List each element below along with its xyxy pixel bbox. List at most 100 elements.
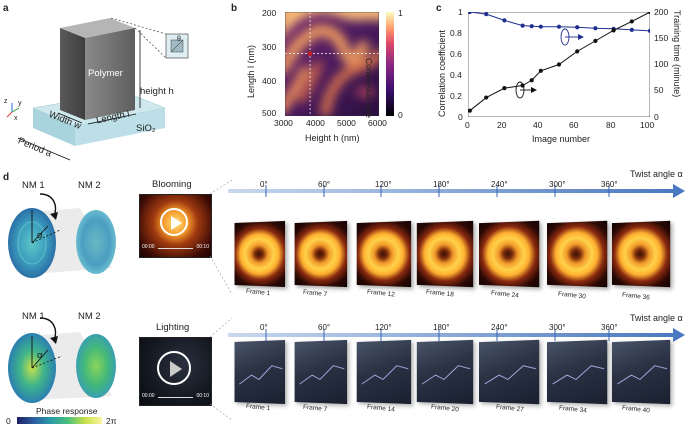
training-time-point-7: [575, 49, 580, 54]
c-ytick-right-150: 150: [654, 33, 669, 43]
row1-title: Blooming: [152, 179, 192, 190]
lightning-frame-6: [547, 339, 608, 405]
angle-360-row2: 360°: [601, 323, 618, 332]
lightning-frame-3: [356, 339, 412, 405]
correlation-point-4: [529, 24, 534, 29]
correlation-point-3: [520, 23, 525, 28]
c-ytick-left-0: 0: [458, 112, 463, 122]
training-time-point-2: [502, 86, 507, 91]
panel-label-d: d: [3, 172, 10, 183]
c-ytick-right-100: 100: [654, 59, 669, 69]
frame-label-row2-6: Frame 34: [558, 404, 588, 415]
frame-label-row2-1: Frame 1: [245, 402, 271, 413]
frame-label-row1-6: Frame 30: [557, 290, 587, 301]
angle-180-row1: 180°: [433, 180, 450, 189]
alpha-label-row1: α: [37, 230, 43, 241]
lightning-bolt-icon: [357, 340, 411, 404]
training-time-point-9: [611, 28, 616, 33]
c-ytick-right-0: 0: [654, 112, 659, 122]
lightning-frame-1: [234, 339, 286, 405]
flower-frame-1: [234, 220, 286, 288]
c-xtick-0: 0: [465, 120, 470, 130]
training-chart: [468, 12, 650, 117]
video-time-end: 00:10: [196, 244, 209, 250]
correlation-point-10: [629, 27, 634, 32]
row2-title: Lighting: [156, 322, 190, 333]
c-xtick-100: 100: [640, 120, 655, 130]
conversion-heatmap: ★: [285, 12, 379, 116]
series-line-training-time: [469, 12, 650, 112]
phase-max: 2π: [106, 416, 117, 426]
c-ytick-left-1: 1: [458, 7, 463, 17]
b-ylabel: Length l (nm): [246, 44, 256, 98]
frame-label-row1-1: Frame 1: [245, 287, 271, 298]
lightning-bolt-icon: [417, 340, 473, 404]
play-icon: [171, 216, 182, 230]
lightning-bolt-icon: [295, 340, 347, 404]
polymer-side: [85, 28, 135, 120]
c-xtick-60: 60: [569, 120, 579, 130]
angle-0-row2: 0°: [260, 323, 268, 332]
correlation-point-0: [468, 12, 472, 15]
axis-x-label: x: [14, 115, 18, 122]
polymer-front: [60, 28, 85, 120]
correlation-point-2: [502, 18, 507, 23]
b-xtick-5000: 5000: [337, 118, 356, 128]
flower-frame-4: [416, 220, 474, 288]
frame-label-row1-4: Frame 18: [425, 288, 455, 299]
b-ytick-400: 400: [262, 76, 277, 86]
angle-60-row2: 60°: [318, 323, 331, 332]
play-button[interactable]: [160, 208, 188, 236]
frame-label-row1-7: Frame 36: [621, 291, 651, 302]
frame-label-row2-2: Frame 7: [302, 403, 328, 414]
flower-frame-6: [547, 220, 608, 288]
flower-frame-7: [611, 220, 671, 288]
metasurface-pair-row2: [8, 317, 116, 403]
c-ytick-left-0.4: 0.4: [450, 70, 462, 80]
b-ytick-300: 300: [262, 42, 277, 52]
lighting-video[interactable]: 00:00 00:10: [139, 337, 212, 406]
angle-360-row1: 360°: [601, 180, 618, 189]
polymer-label: Polymer: [88, 68, 123, 79]
correlation-point-6: [556, 24, 562, 29]
colorbar-max: 1: [398, 8, 403, 18]
b-xtick-4000: 4000: [306, 118, 325, 128]
frame-label-row1-2: Frame 7: [302, 288, 328, 299]
panel-label-b: b: [231, 3, 238, 14]
lightning-frame-2: [294, 339, 348, 405]
frame-label-row1-3: Frame 12: [366, 288, 396, 299]
video-progress-bar[interactable]: [158, 397, 193, 398]
blooming-video[interactable]: 00:00 00:10: [139, 194, 212, 258]
nm2-label-row1: NM 2: [78, 180, 101, 191]
alpha-label-row2: α: [37, 350, 43, 361]
substrate-side: [75, 108, 165, 146]
frame-label-row1-5: Frame 24: [490, 289, 520, 300]
lightning-bolt-icon: [479, 340, 539, 404]
correlation-point-8: [593, 26, 598, 31]
play-button[interactable]: [157, 351, 191, 385]
angle-240-row2: 240°: [491, 323, 508, 332]
correlation-point-1: [484, 12, 489, 17]
frame-label-row2-5: Frame 27: [495, 403, 525, 414]
c-ytick-left-0.6: 0.6: [450, 49, 462, 59]
video-time-start: 00:00: [142, 244, 155, 250]
metasurface-pair-row1: [8, 193, 116, 278]
twist-axis-row1: [228, 184, 685, 198]
angle-300-row1: 300°: [549, 180, 566, 189]
angle-0-row1: 0°: [260, 180, 268, 189]
optimum-marker: ★: [306, 49, 314, 59]
b-xlabel: Height h (nm): [305, 133, 360, 143]
angle-120-row2: 120°: [375, 323, 392, 332]
phase-colorbar: [17, 417, 102, 424]
training-time-point-4: [529, 78, 534, 83]
unit-cell-illustration: [6, 17, 189, 161]
lightning-bolt-icon: [612, 340, 670, 404]
colorbar: [386, 12, 394, 116]
video-time-end: 00:10: [196, 393, 209, 399]
c-ylabel-left: Correlation coefficient: [437, 30, 447, 117]
flower-frame-5: [479, 220, 540, 288]
panel-label-a: a: [3, 3, 9, 14]
correlation-point-5: [538, 24, 543, 29]
video-progress-bar[interactable]: [158, 248, 193, 249]
